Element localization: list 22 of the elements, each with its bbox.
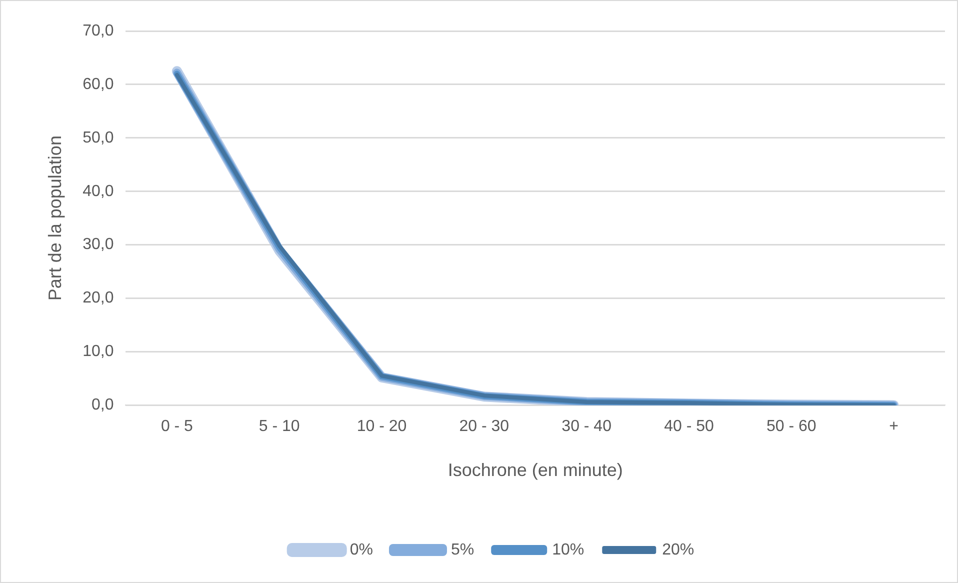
y-tick-label: 60,0 xyxy=(82,76,114,93)
y-tick-label: 40,0 xyxy=(82,182,114,200)
x-tick-label: 0 - 5 xyxy=(160,418,194,436)
x-tick-label: 5 - 10 xyxy=(258,418,300,436)
legend-label: 5% xyxy=(450,541,474,558)
legend-label: 0% xyxy=(350,541,373,558)
legend-label: 10% xyxy=(552,541,584,558)
y-tick-label: 30,0 xyxy=(82,236,114,254)
y-axis-title: Part de la population xyxy=(44,136,65,301)
legend-label: 20% xyxy=(662,541,694,558)
x-tick-label: 50 - 60 xyxy=(766,418,816,436)
y-tick-label: 0,0 xyxy=(91,396,114,414)
x-tick-label: 10 - 20 xyxy=(356,418,407,436)
x-axis-title: Isochrone (en minute) xyxy=(448,460,623,480)
y-tick-label: 50,0 xyxy=(82,129,114,146)
x-tick-label: 40 - 50 xyxy=(664,418,714,436)
y-tick-label: 10,0 xyxy=(82,343,114,360)
y-tick-label: 70,0 xyxy=(82,22,114,40)
y-tick-label: 20,0 xyxy=(82,290,114,307)
x-tick-label: 30 - 40 xyxy=(562,418,612,436)
x-tick-label: 20 - 30 xyxy=(459,418,510,436)
x-tick-label: + xyxy=(889,418,898,436)
